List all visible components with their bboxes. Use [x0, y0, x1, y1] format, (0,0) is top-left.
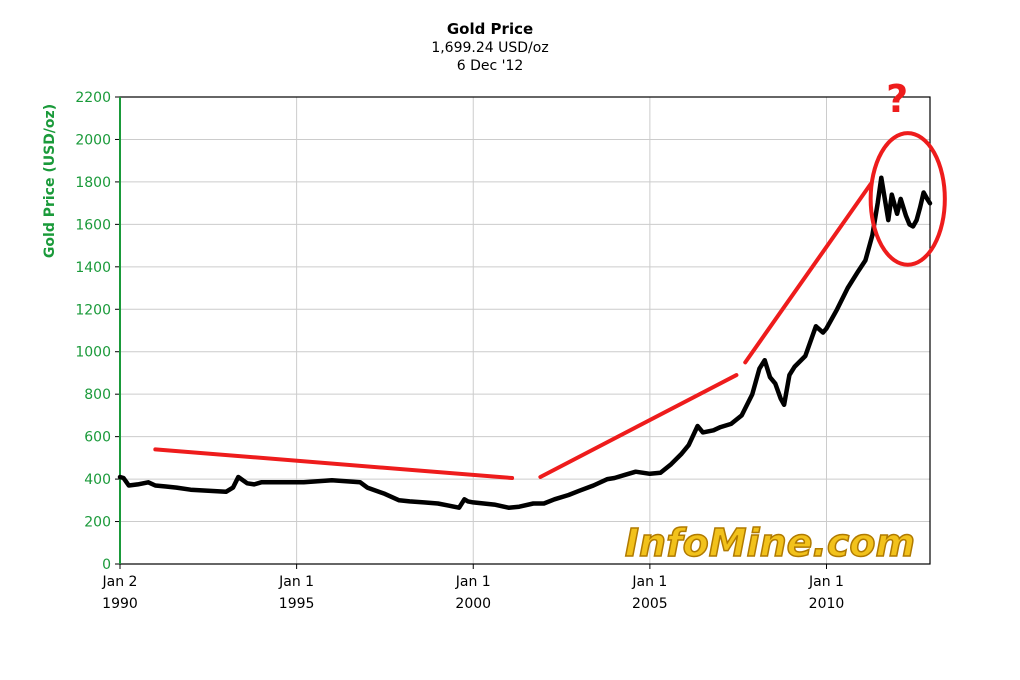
y-tick-labels: 0 200 400 600 800 1000 1200 1400 1600 1800 2000 220…	[75, 90, 111, 573]
y-tick-label: 600	[84, 430, 111, 446]
chart-title: Gold Price	[446, 20, 534, 38]
y-tick-label: 1200	[75, 302, 111, 318]
trend-line	[153, 447, 515, 481]
x-tick-label: Jan 1	[808, 574, 844, 590]
x-tick-label-year: 2005	[632, 596, 668, 612]
x-tick-label-year: 1990	[102, 596, 138, 612]
watermark: InfoMine.com	[624, 520, 916, 566]
title-block: Gold Price 1,699.24 USD/oz 6 Dec '12	[0, 20, 980, 75]
y-tick-label: 0	[102, 557, 111, 573]
x-tick-labels: Jan 2 1990 Jan 1 1995 Jan 1 2000 Jan 1 2005 Jan …	[102, 574, 845, 612]
y-tick-label: 2200	[75, 90, 111, 106]
y-tick-label: 1000	[75, 345, 111, 361]
question-mark-annotation: ?	[886, 77, 908, 121]
chart-subtitle-price: 1,699.24 USD/oz	[431, 40, 549, 56]
grid-layer	[120, 97, 930, 564]
gold-price-line	[117, 175, 933, 510]
y-tick-label: 800	[84, 387, 111, 403]
y-tick-label: 1800	[75, 175, 111, 191]
x-tick-label: Jan 1	[455, 574, 491, 590]
x-tick-label: Jan 2	[102, 574, 138, 590]
x-tick-label-year: 2000	[455, 596, 491, 612]
highlight-circle	[868, 131, 947, 267]
y-tick-label: 1600	[75, 217, 111, 233]
chart-subtitle-date: 6 Dec '12	[456, 58, 524, 74]
x-tick-label-year: 2010	[809, 596, 845, 612]
plot-frame	[119, 96, 931, 565]
x-tick-label: Jan 1	[631, 574, 667, 590]
y-tick-label: 400	[84, 472, 111, 488]
axis-layer	[115, 96, 931, 569]
trend-line	[743, 182, 873, 365]
series-layer	[117, 175, 933, 510]
x-tick-label: Jan 1	[278, 574, 314, 590]
y-axis-label: Gold Price (USD/oz)	[42, 104, 58, 258]
y-tick-label: 2000	[75, 132, 111, 148]
trend-line	[538, 373, 739, 479]
watermark-text: InfoMine.com	[625, 521, 915, 565]
y-tick-label: 200	[84, 515, 111, 531]
x-tick-label-year: 1995	[279, 596, 315, 612]
y-tick-label: 1400	[75, 260, 111, 276]
annotation-layer: ?	[153, 77, 947, 481]
